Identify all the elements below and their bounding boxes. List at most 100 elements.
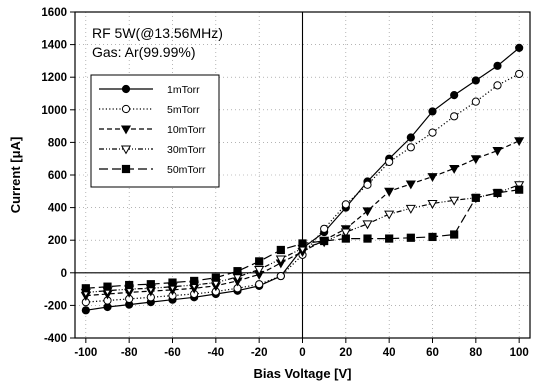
data-point	[470, 155, 481, 165]
data-point	[514, 181, 525, 191]
data-point	[514, 137, 525, 147]
data-point	[384, 210, 395, 220]
legend-label: 1mTorr	[167, 84, 200, 96]
x-tick-label: 100	[510, 347, 529, 359]
y-tick-label: 1400	[41, 40, 67, 52]
data-point	[515, 185, 524, 194]
legend-marker	[121, 84, 131, 94]
data-point	[493, 188, 502, 198]
data-point	[385, 157, 394, 167]
data-point	[406, 233, 415, 242]
data-point	[146, 280, 155, 289]
data-point	[255, 257, 264, 266]
y-tick-label: -200	[44, 300, 67, 312]
data-point	[276, 271, 285, 281]
legend-label: 10mTorr	[167, 124, 206, 136]
y-tick-label: 1000	[41, 105, 67, 117]
legend-label: 50mTorr	[167, 164, 206, 176]
data-point	[493, 81, 502, 90]
data-point	[255, 280, 264, 289]
y-tick-label: 200	[48, 235, 67, 247]
x-tick-label: -80	[121, 347, 138, 359]
data-point	[363, 234, 372, 243]
data-point	[275, 255, 286, 265]
data-point	[405, 180, 416, 190]
data-point	[81, 306, 90, 315]
data-point	[168, 278, 177, 287]
data-point	[406, 143, 415, 152]
data-point	[427, 173, 438, 183]
legend-marker	[120, 125, 132, 135]
data-point	[81, 284, 90, 293]
x-tick-label: 20	[339, 347, 352, 359]
data-point	[428, 128, 437, 137]
annotation-text: Gas: Ar(99.99%)	[92, 44, 196, 60]
data-point	[406, 133, 415, 142]
data-point	[363, 180, 372, 189]
data-point	[211, 273, 220, 282]
data-point	[493, 61, 502, 70]
data-point	[492, 147, 503, 156]
data-point	[362, 220, 373, 230]
data-point	[125, 280, 134, 290]
data-point	[233, 267, 242, 276]
data-point	[450, 91, 459, 100]
data-point	[471, 97, 480, 106]
data-point	[428, 107, 437, 116]
data-point	[449, 164, 460, 174]
data-point	[450, 230, 459, 239]
x-tick-label: 80	[469, 347, 482, 359]
data-point	[340, 228, 351, 238]
legend: 1mTorr 5mTorr 10mTorr 30mTorr 50mTorr	[90, 74, 220, 188]
data-point	[427, 200, 438, 209]
data-point	[341, 234, 350, 243]
data-point	[428, 232, 437, 242]
data-point	[471, 193, 480, 202]
data-point	[320, 224, 329, 233]
data-point	[384, 187, 395, 197]
data-point	[515, 43, 524, 52]
legend-marker	[120, 145, 132, 155]
series-layer	[80, 43, 525, 315]
x-tick-label: 0	[299, 347, 305, 359]
ticks: -100 -80 -60 -40 -20 0 20 40 60 80 100-400-2000200…	[41, 7, 528, 359]
legend-label: 5mTorr	[167, 104, 200, 116]
data-point	[385, 234, 394, 243]
data-point	[515, 69, 524, 79]
x-axis-title: Bias Voltage [V]	[253, 366, 351, 381]
data-point	[298, 239, 307, 248]
data-point	[254, 266, 265, 275]
series-5mTorr	[81, 69, 524, 307]
data-point	[450, 112, 459, 121]
y-tick-label: 600	[48, 170, 67, 182]
data-point	[103, 282, 112, 291]
x-tick-label: -60	[164, 347, 181, 359]
y-tick-label: 400	[48, 203, 67, 215]
data-point	[449, 196, 460, 206]
x-tick-label: -100	[74, 347, 97, 359]
annotations: RF 5W(@13.56MHz) Gas: Ar(99.99%)	[92, 25, 223, 60]
data-point	[320, 236, 329, 246]
x-tick-label: -20	[251, 347, 268, 359]
legend-box	[90, 74, 220, 188]
data-point	[362, 207, 373, 217]
x-tick-label: 60	[426, 347, 439, 359]
x-tick-label: 40	[383, 347, 396, 359]
y-axis-title: Current [μA]	[8, 137, 23, 214]
data-point	[341, 200, 350, 209]
legend-label: 30mTorr	[167, 144, 206, 156]
zero-axes	[75, 12, 530, 338]
y-tick-label: 800	[48, 137, 67, 149]
y-tick-label: 0	[61, 268, 67, 280]
y-tick-label: 1200	[41, 72, 67, 84]
series-50mTorr	[81, 185, 524, 293]
annotation-text: RF 5W(@13.56MHz)	[92, 25, 223, 41]
x-tick-label: -40	[208, 347, 225, 359]
data-point	[471, 76, 480, 85]
data-point	[405, 204, 416, 214]
y-tick-label: 1600	[41, 7, 67, 19]
legend-marker	[121, 164, 131, 174]
data-point	[276, 245, 285, 255]
y-tick-label: -400	[44, 333, 67, 345]
